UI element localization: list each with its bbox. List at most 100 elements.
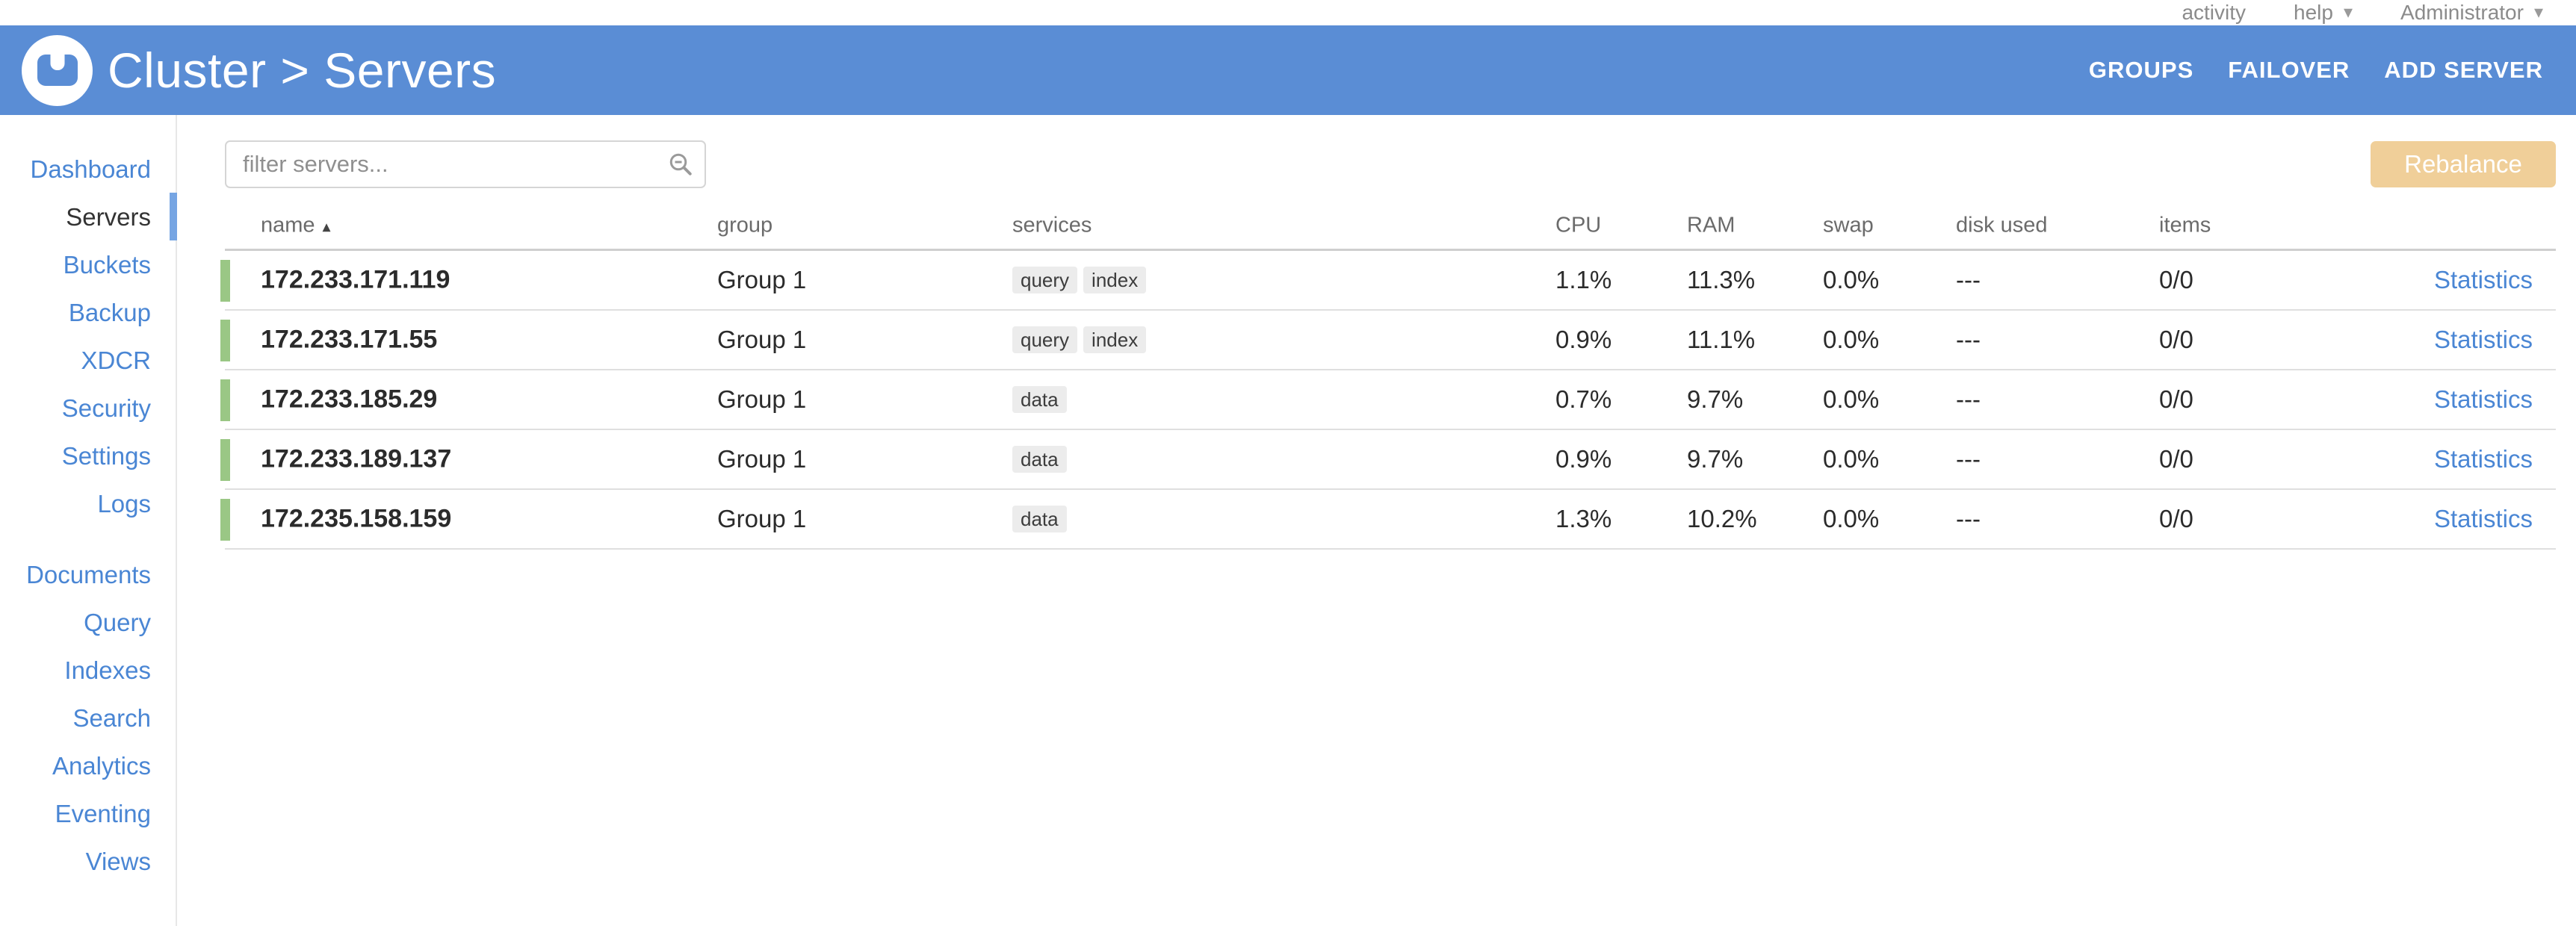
server-health-indicator: [220, 439, 230, 481]
server-group: Group 1: [717, 266, 807, 293]
server-cpu: 0.9%: [1555, 445, 1612, 473]
server-cpu: 1.3%: [1555, 505, 1612, 532]
content-area: Dashboard Servers Buckets Backup XDCR Se…: [0, 115, 2576, 926]
sidebar-item-indexes[interactable]: Indexes: [64, 656, 151, 684]
sidebar-item-analytics[interactable]: Analytics: [52, 752, 151, 780]
server-services: data: [1012, 446, 1073, 473]
server-swap: 0.0%: [1823, 326, 1880, 353]
column-header-services[interactable]: services: [1012, 213, 1092, 237]
rebalance-button[interactable]: Rebalance: [2371, 141, 2556, 187]
server-group: Group 1: [717, 445, 807, 473]
table-row: 172.235.158.159 Group 1 data 1.3% 10.2% …: [220, 490, 2556, 550]
sidebar-item-eventing[interactable]: Eventing: [55, 800, 151, 827]
app-header: Cluster > Servers GROUPS FAILOVER ADD SE…: [0, 25, 2576, 115]
search-icon: [669, 153, 692, 175]
column-header-swap[interactable]: swap: [1823, 213, 1874, 237]
server-cpu: 0.9%: [1555, 326, 1612, 353]
help-label: help: [2294, 1, 2333, 24]
filter-servers-input[interactable]: [225, 140, 706, 188]
servers-table: name ▴ group services CPU RAM swap disk u…: [220, 202, 2556, 550]
failover-button[interactable]: FAILOVER: [2228, 57, 2350, 83]
service-badge-query: query: [1012, 267, 1078, 293]
add-server-button[interactable]: ADD SERVER: [2384, 57, 2543, 83]
column-header-items[interactable]: items: [2159, 213, 2211, 237]
sidebar-item-documents[interactable]: Documents: [26, 561, 151, 588]
column-header-cpu[interactable]: CPU: [1555, 213, 1602, 237]
server-disk-used: ---: [1956, 385, 1981, 413]
server-items: 0/0: [2159, 266, 2193, 293]
server-swap: 0.0%: [1823, 445, 1880, 473]
server-disk-used: ---: [1956, 505, 1981, 532]
server-items: 0/0: [2159, 505, 2193, 532]
table-row: 172.233.171.119 Group 1 query index 1.1% …: [220, 251, 2556, 311]
column-header-group[interactable]: group: [717, 213, 773, 237]
server-health-indicator: [220, 260, 230, 302]
activity-link[interactable]: activity: [2182, 0, 2246, 25]
server-services: data: [1012, 506, 1073, 532]
table-row: 172.233.171.55 Group 1 query index 0.9% 1…: [220, 311, 2556, 370]
server-ram: 11.1%: [1687, 326, 1756, 353]
statistics-link[interactable]: Statistics: [2433, 445, 2533, 473]
server-health-indicator: [220, 499, 230, 541]
server-cpu: 0.7%: [1555, 385, 1612, 413]
column-header-name[interactable]: name ▴: [261, 213, 331, 237]
server-items: 0/0: [2159, 445, 2193, 473]
column-header-ram[interactable]: RAM: [1687, 213, 1736, 237]
service-badge-index: index: [1083, 267, 1147, 293]
sidebar-item-views[interactable]: Views: [85, 848, 151, 875]
server-ram: 10.2%: [1687, 505, 1757, 532]
sidebar-item-xdcr[interactable]: XDCR: [81, 347, 151, 374]
server-name: 172.235.158.159: [261, 504, 452, 533]
sidebar: Dashboard Servers Buckets Backup XDCR Se…: [0, 115, 177, 926]
server-name: 172.233.171.119: [261, 265, 451, 294]
servers-toolbar: Rebalance: [225, 140, 2556, 188]
user-menu[interactable]: Administrator ▾: [2400, 0, 2543, 25]
sidebar-item-security[interactable]: Security: [61, 394, 151, 422]
server-group: Group 1: [717, 326, 807, 353]
user-label: Administrator: [2400, 1, 2524, 24]
service-badge-data: data: [1012, 446, 1067, 473]
sort-asc-icon: ▴: [322, 217, 331, 235]
server-name: 172.233.185.29: [261, 385, 438, 414]
page-title: Cluster > Servers: [108, 43, 497, 98]
service-badge-data: data: [1012, 506, 1067, 532]
server-health-indicator: [220, 379, 230, 421]
server-items: 0/0: [2159, 385, 2193, 413]
groups-button[interactable]: GROUPS: [2088, 57, 2194, 83]
help-menu[interactable]: help ▾: [2294, 0, 2353, 25]
sidebar-item-buckets[interactable]: Buckets: [63, 251, 151, 279]
caret-down-icon: ▾: [2533, 2, 2543, 22]
sidebar-item-search[interactable]: Search: [72, 704, 151, 732]
sidebar-item-settings[interactable]: Settings: [61, 442, 151, 470]
activity-label: activity: [2182, 1, 2247, 24]
server-disk-used: ---: [1956, 266, 1981, 293]
server-group: Group 1: [717, 505, 807, 532]
statistics-link[interactable]: Statistics: [2433, 326, 2533, 353]
server-cpu: 1.1%: [1555, 266, 1612, 293]
column-header-disk-used[interactable]: disk used: [1956, 213, 2048, 237]
active-item-indicator: [170, 193, 177, 240]
server-services: data: [1012, 386, 1073, 413]
sidebar-item-dashboard[interactable]: Dashboard: [30, 155, 151, 183]
sidebar-item-backup[interactable]: Backup: [68, 299, 151, 326]
server-ram: 9.7%: [1687, 385, 1744, 413]
statistics-link[interactable]: Statistics: [2433, 266, 2533, 293]
server-swap: 0.0%: [1823, 505, 1880, 532]
sidebar-item-servers[interactable]: Servers: [66, 203, 151, 231]
server-name: 172.233.171.55: [261, 325, 438, 354]
statistics-link[interactable]: Statistics: [2433, 385, 2533, 413]
table-row: 172.233.189.137 Group 1 data 0.9% 9.7% 0…: [220, 430, 2556, 490]
server-disk-used: ---: [1956, 326, 1981, 353]
server-ram: 11.3%: [1687, 266, 1756, 293]
sidebar-item-query[interactable]: Query: [84, 609, 151, 636]
server-items: 0/0: [2159, 326, 2193, 353]
server-swap: 0.0%: [1823, 385, 1880, 413]
sidebar-group-cluster: Dashboard Servers Buckets Backup XDCR Se…: [0, 146, 176, 528]
filter-servers-input-wrap: [225, 140, 706, 188]
couchbase-couch-glyph: [37, 52, 78, 86]
sidebar-item-logs[interactable]: Logs: [97, 490, 151, 518]
sidebar-group-workbench: Documents Query Indexes Search Analytics…: [0, 551, 176, 886]
statistics-link[interactable]: Statistics: [2433, 505, 2533, 532]
server-name: 172.233.189.137: [261, 444, 452, 473]
